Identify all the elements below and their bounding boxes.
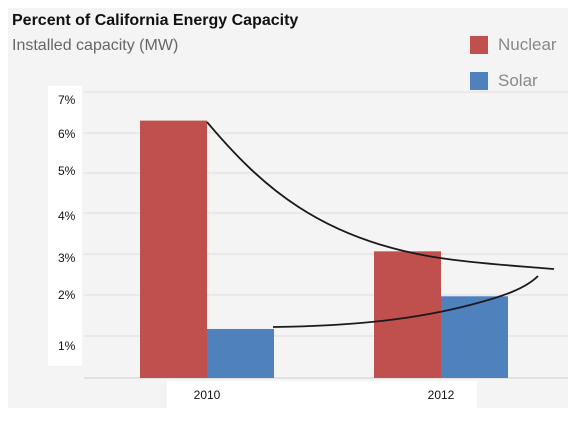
y-tick-label: 6% [58,127,76,141]
legend-swatch-solar [470,72,488,90]
x-tick-label: 2010 [194,388,221,402]
legend-item-nuclear[interactable]: Nuclear [470,33,557,57]
y-tick-label: 2% [58,288,76,302]
chart-title: Percent of California Energy Capacity [12,12,299,29]
legend-label-nuclear: Nuclear [498,35,557,54]
x-axis-label-panel [167,381,477,411]
solar-rise-curve [272,275,539,328]
legend-item-solar[interactable]: Solar [470,69,557,93]
y-tick-label: 1% [58,339,76,353]
y-tick-label: 7% [58,93,76,107]
legend: Nuclear Solar [470,33,557,105]
legend-label-solar: Solar [498,71,538,90]
y-tick-label: 4% [58,209,76,223]
bar-solar-2012 [441,296,508,378]
bar-solar-2010 [207,328,274,378]
y-tick-label: 3% [58,251,76,265]
bar-nuclear-2010 [140,120,207,378]
x-tick-label: 2012 [428,388,455,402]
nuclear-decline-curve [206,121,555,270]
chart-subtitle: Installed capacity (MW) [12,37,179,54]
y-tick-label: 5% [58,164,76,178]
legend-swatch-nuclear [470,36,488,54]
y-axis-label-panel [48,86,82,366]
bar-nuclear-2012 [374,251,441,378]
